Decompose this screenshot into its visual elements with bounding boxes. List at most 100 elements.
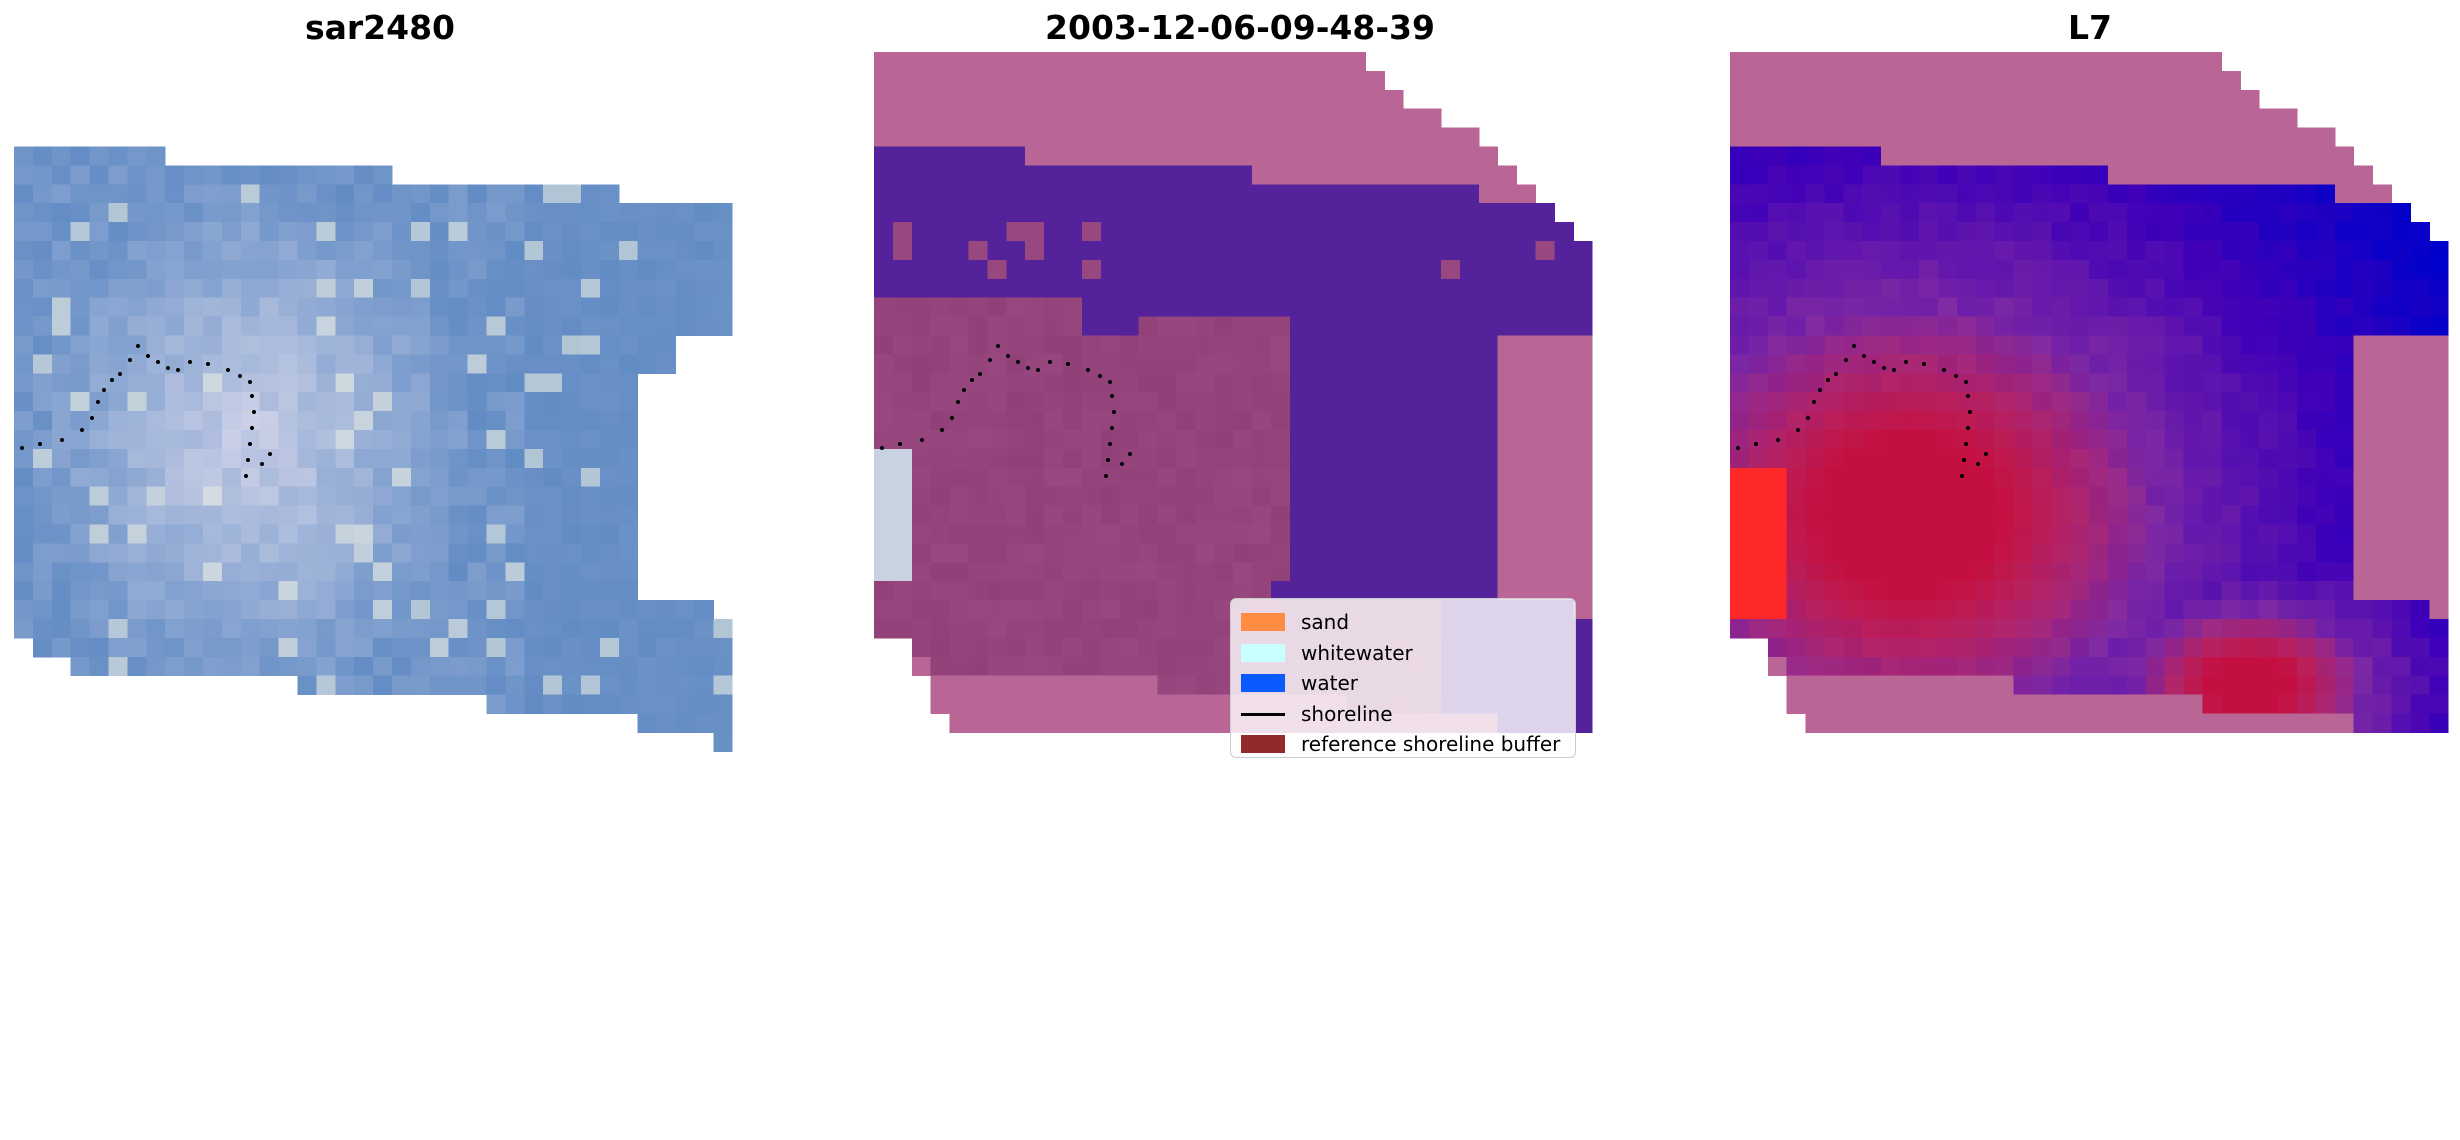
pixel <box>467 581 487 601</box>
pixel <box>637 694 658 714</box>
pixel <box>316 448 336 469</box>
pixel <box>486 411 506 431</box>
class-pixel <box>1478 297 1499 318</box>
class-pixel <box>1138 297 1158 318</box>
class-pixel <box>1157 430 1177 450</box>
l7-pixel <box>1900 581 1920 601</box>
class-pixel <box>1365 89 1385 110</box>
pixel <box>14 203 34 223</box>
l7-pixel <box>2297 600 2317 620</box>
pixel <box>335 430 355 450</box>
class-pixel <box>1441 297 1461 318</box>
l7-pixel <box>1975 165 1996 185</box>
pixel <box>429 335 450 355</box>
class-pixel <box>1308 354 1329 374</box>
l7-pixel <box>2032 524 2052 544</box>
l7-pixel <box>1730 241 1750 261</box>
pixel <box>448 278 469 299</box>
l7-pixel <box>2297 354 2317 374</box>
pixel <box>108 354 128 374</box>
l7-pixel <box>1748 411 1769 431</box>
pixel <box>505 543 525 563</box>
l7-pixel <box>2070 373 2090 393</box>
l7-pixel <box>1824 70 1844 91</box>
l7-pixel <box>1805 89 1825 110</box>
class-pixel <box>1573 448 1593 469</box>
class-pixel <box>1063 524 1083 544</box>
pixel <box>203 316 223 336</box>
pixel <box>562 259 582 280</box>
l7-pixel <box>2013 184 2033 204</box>
class-pixel <box>1081 694 1102 714</box>
l7-pixel <box>2391 316 2411 336</box>
l7-pixel <box>2051 316 2071 336</box>
l7-pixel <box>1786 165 1807 185</box>
l7-pixel <box>1881 467 1901 488</box>
class-pixel <box>1100 278 1121 299</box>
l7-pixel <box>1843 713 1863 733</box>
pixel <box>70 184 91 204</box>
l7-pixel <box>2353 278 2374 299</box>
pixel <box>656 203 676 223</box>
class-pixel <box>1252 203 1272 223</box>
class-pixel <box>1554 411 1574 431</box>
l7-pixel <box>2126 52 2147 72</box>
pixel <box>543 619 563 639</box>
l7-pixel <box>1786 619 1807 639</box>
l7-pixel <box>2126 713 2147 733</box>
l7-pixel <box>2013 656 2033 677</box>
l7-pixel <box>2108 259 2128 280</box>
class-pixel <box>1422 241 1442 261</box>
class-pixel <box>892 165 913 185</box>
class-pixel <box>1497 278 1518 299</box>
pixel <box>562 486 582 507</box>
pixel <box>14 448 34 469</box>
l7-pixel <box>2183 411 2203 431</box>
l7-pixel <box>2391 241 2411 261</box>
class-pixel <box>1138 448 1158 469</box>
l7-pixel <box>1786 373 1807 393</box>
l7-pixel <box>2183 467 2203 488</box>
l7-pixel <box>2070 675 2090 696</box>
pixel <box>297 675 317 696</box>
class-pixel <box>930 278 951 299</box>
l7-pixel <box>2183 562 2203 582</box>
l7-pixel <box>1786 430 1807 450</box>
l7-pixel <box>2145 127 2166 147</box>
pixel <box>486 524 506 544</box>
l7-pixel <box>2334 543 2355 563</box>
class-pixel <box>1025 354 1045 374</box>
l7-pixel <box>2013 165 2033 185</box>
class-pixel <box>1478 146 1499 166</box>
class-pixel <box>1006 165 1026 185</box>
class-pixel <box>968 146 988 166</box>
pixel <box>562 694 582 714</box>
class-pixel <box>1025 335 1045 355</box>
class-pixel <box>1327 373 1347 393</box>
class-pixel <box>1063 675 1083 696</box>
pixel <box>316 562 336 582</box>
pixel <box>221 656 242 677</box>
l7-pixel <box>1956 562 1977 582</box>
class-pixel <box>1252 392 1272 412</box>
l7-pixel <box>1881 335 1901 355</box>
class-pixel <box>1081 146 1102 166</box>
class-pixel <box>1195 297 1215 318</box>
l7-pixel <box>2221 165 2241 185</box>
l7-pixel <box>2145 222 2166 242</box>
class-pixel <box>1063 146 1083 166</box>
l7-pixel <box>2108 373 2128 393</box>
pixel <box>32 562 53 582</box>
pixel <box>335 203 355 223</box>
l7-pixel <box>1994 278 2014 299</box>
class-pixel <box>1403 543 1423 563</box>
l7-pixel <box>1900 619 1920 639</box>
class-pixel <box>930 373 951 393</box>
class-pixel <box>1195 694 1215 714</box>
l7-pixel <box>2391 448 2411 469</box>
class-pixel <box>1308 411 1329 431</box>
l7-pixel <box>2221 373 2241 393</box>
pixel <box>127 373 147 393</box>
shoreline-point <box>1904 360 1908 364</box>
l7-pixel <box>2089 524 2109 544</box>
